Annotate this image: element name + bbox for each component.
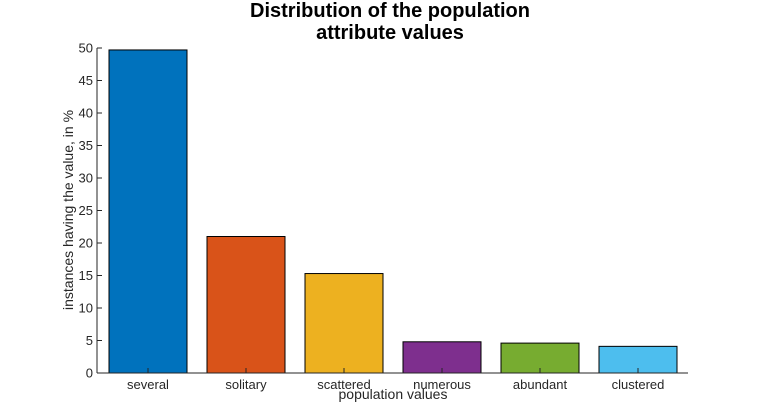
bar-several	[108, 49, 188, 374]
bar-scattered	[304, 273, 384, 374]
y-ticks-group: 0 5 10 15 20 25 30 35 40 45 50	[79, 41, 102, 381]
bars-group	[108, 49, 678, 374]
x-tick-label: abundant	[513, 377, 568, 392]
chart-title-line-1: Distribution of the population	[250, 0, 530, 22]
chart-title-line-2: attribute values	[316, 22, 464, 44]
y-tick-label: 0	[86, 366, 93, 381]
chart-title: Distribution of the population attribute…	[250, 0, 530, 44]
y-tick-label: 5	[86, 333, 93, 348]
x-tick-label: several	[127, 377, 169, 392]
y-tick-label: 10	[79, 301, 93, 316]
y-tick-label: 40	[79, 106, 93, 121]
y-tick-label: 35	[79, 138, 93, 153]
x-tick-label: numerous	[413, 377, 471, 392]
bar-solitary	[206, 236, 286, 374]
y-axis-label: instances having the value, in %	[60, 110, 76, 310]
x-tick-label: solitary	[225, 377, 267, 392]
y-tick-label: 25	[79, 203, 93, 218]
y-tick-label: 45	[79, 73, 93, 88]
y-tick-label: 30	[79, 171, 93, 186]
bar-numerous	[402, 341, 482, 374]
x-axis-label: population values	[339, 386, 448, 402]
x-ticks-group: several solitary scattered numerous abundant…	[127, 368, 664, 392]
x-tick-label: clustered	[612, 377, 665, 392]
y-tick-label: 20	[79, 236, 93, 251]
x-tick-label: scattered	[317, 377, 370, 392]
y-tick-label: 15	[79, 268, 93, 283]
y-tick-label: 50	[79, 41, 93, 56]
